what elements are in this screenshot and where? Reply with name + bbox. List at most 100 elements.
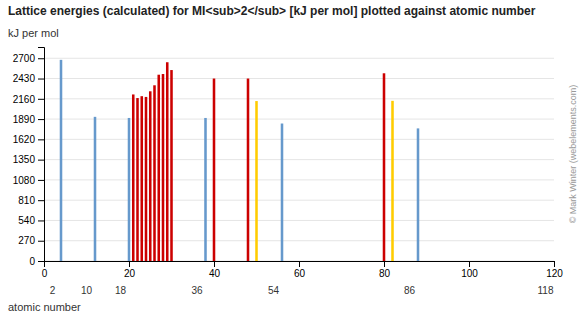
y-tick-label: 1350 [13, 154, 36, 165]
y-tick-mark [38, 99, 44, 100]
bar [170, 70, 173, 261]
x-tick: 0 [42, 261, 48, 279]
y-tick-label: 1080 [13, 175, 36, 186]
bar [94, 117, 97, 261]
bar [157, 75, 160, 261]
grid-line [44, 119, 554, 120]
x-tick-mark [44, 261, 45, 267]
y-tick: 0 [29, 256, 44, 267]
annotation: 118 [538, 285, 554, 296]
y-tick-mark [38, 79, 44, 80]
annotation: 86 [404, 285, 416, 296]
x-axis-line [45, 262, 555, 268]
x-tick-mark [214, 261, 215, 267]
y-tick-mark [38, 119, 44, 120]
x-tick-label: 20 [124, 268, 136, 279]
x-tick-label: 100 [461, 268, 478, 279]
x-axis-label: atomic number [8, 301, 81, 313]
grid-line [44, 139, 554, 140]
annotation: 54 [268, 285, 280, 296]
y-tick: 2160 [13, 94, 44, 105]
grid-line [44, 78, 554, 79]
bar [153, 85, 156, 261]
x-tick-mark [384, 261, 385, 267]
x-tick-label: 40 [209, 268, 221, 279]
y-tick-mark [38, 200, 44, 201]
bar [417, 128, 420, 261]
bar [60, 60, 63, 261]
x-tick: 120 [546, 261, 563, 279]
y-tick-mark [38, 180, 44, 181]
y-tick-label: 1890 [13, 114, 36, 125]
bar [145, 97, 148, 261]
x-tick-label: 0 [42, 268, 48, 279]
y-tick: 1620 [13, 134, 44, 145]
grid-line [44, 179, 554, 180]
annotation: 18 [115, 285, 127, 296]
bar [128, 118, 131, 261]
y-tick: 270 [18, 235, 44, 246]
y-tick-mark [38, 220, 44, 221]
x-tick-mark [469, 261, 470, 267]
x-tick-label: 120 [546, 268, 563, 279]
y-tick-label: 2700 [13, 53, 36, 64]
bar [132, 94, 135, 261]
title: Lattice energies (calculated) for MI<sub… [8, 4, 536, 18]
bars [60, 60, 420, 261]
grid-line [44, 200, 554, 201]
bar [149, 91, 152, 261]
x-tick: 60 [294, 261, 306, 279]
y-axis-line [38, 48, 45, 262]
y-tick-label: 1620 [13, 134, 36, 145]
bar [281, 124, 284, 261]
x-axis: 0 20 40 60 80 100 120 [42, 261, 564, 279]
grid-line [44, 58, 554, 59]
grid-line [44, 159, 554, 160]
x-tick: 80 [379, 261, 391, 279]
bar [255, 101, 258, 261]
y-tick: 1890 [13, 114, 44, 125]
bar [166, 62, 169, 261]
y-tick: 1350 [13, 154, 44, 165]
chart: Lattice energies (calculated) for MI<sub… [0, 0, 580, 315]
source: © Mark Winter (webelements.com) [568, 85, 578, 224]
bar [140, 96, 143, 261]
bar [391, 101, 394, 261]
y-tick: 810 [18, 195, 44, 206]
y-tick: 2430 [13, 73, 44, 84]
y-tick: 2700 [13, 53, 44, 64]
y-tick: 540 [18, 215, 44, 226]
y-tick-label: 2160 [13, 94, 36, 105]
y-tick-label: 270 [18, 235, 35, 246]
y-tick-mark [38, 139, 44, 140]
annotation: 10 [81, 285, 93, 296]
y-tick-label: 2430 [13, 73, 36, 84]
y-tick-label: 810 [18, 195, 35, 206]
title-line: Lattice energies (calculated) for MI<sub… [8, 4, 536, 18]
y-tick-mark [38, 160, 44, 161]
grid [44, 58, 554, 261]
y-axis: 0 270 540 810 1080 1350 1620 1890 2160 2430 2700 [13, 48, 45, 267]
annotations: 2 10 18 36 54 86 118 [50, 285, 554, 296]
annotation: 2 [50, 285, 56, 296]
grid-line [44, 240, 554, 241]
y-tick-label: 0 [29, 256, 35, 267]
y-tick-mark [38, 58, 44, 59]
x-tick-mark [554, 261, 555, 267]
bar [162, 74, 165, 261]
bar [247, 79, 250, 261]
grid-line [44, 98, 554, 99]
annotation: 36 [191, 285, 203, 296]
y-tick: 1080 [13, 175, 44, 186]
grid-line [44, 220, 554, 221]
x-tick-label: 60 [294, 268, 306, 279]
y-tick-mark [38, 261, 44, 262]
x-tick-mark [299, 261, 300, 267]
bar [213, 79, 216, 261]
y-tick-label: 540 [18, 215, 35, 226]
x-tick: 20 [124, 261, 136, 279]
y-axis-label: kJ per mol [8, 27, 59, 39]
x-tick-mark [129, 261, 130, 267]
y-tick-mark [38, 241, 44, 242]
bar [136, 98, 139, 261]
